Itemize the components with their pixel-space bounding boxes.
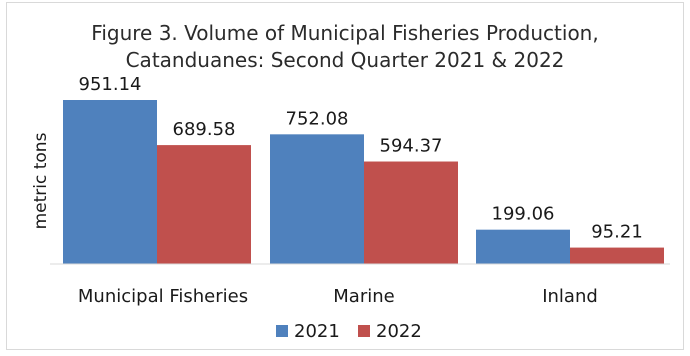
bar-2021-marine [270,134,364,264]
bar-2021-inland [476,229,570,264]
data-label: 594.37 [380,136,443,157]
category-label: Marine [333,286,394,307]
bar-2022-marine [364,161,458,264]
y-axis-label: metric tons [31,132,51,229]
data-label: 95.21 [591,222,643,243]
bar-2021-municipal-fisheries [63,100,157,264]
data-label: 752.08 [286,108,349,129]
data-label: 951.14 [79,74,142,95]
legend-label-2022: 2022 [376,321,422,342]
legend-swatch-2022 [358,325,370,337]
data-label: 689.58 [173,119,236,140]
legend-swatch-2021 [276,325,288,337]
data-label: 199.06 [492,204,555,225]
bar-2022-inland [570,247,664,264]
bars-group: 951.14 689.58 Municipal Fisheries 752.08 594… [63,74,664,307]
chart-title-line-1: Figure 3. Volume of Municipal Fisheries … [91,21,598,45]
category-label: Municipal Fisheries [78,286,248,307]
category-label: Inland [542,286,598,307]
chart-title-line-2: Catanduanes: Second Quarter 2021 & 2022 [126,48,565,72]
legend: 2021 2022 [276,321,422,342]
bar-2022-municipal-fisheries [157,145,251,264]
legend-label-2021: 2021 [294,321,340,342]
